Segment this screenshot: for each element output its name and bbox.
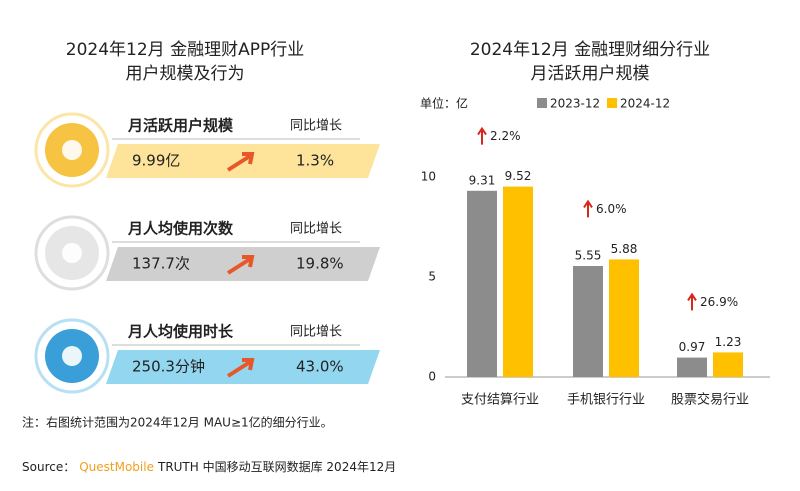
bar: [573, 266, 603, 377]
value-label: 5.88: [611, 242, 638, 256]
icon-glyph: [62, 140, 82, 160]
y-tick-label: 5: [428, 270, 436, 284]
growth-arrow: [583, 199, 593, 218]
left-title: 2024年12月 金融理财APP行业: [66, 40, 304, 60]
growth-annotation: 2.2%: [490, 129, 521, 143]
growth-label: 同比增长: [290, 119, 342, 134]
growth-label: 同比增长: [290, 325, 342, 340]
growth-label: 同比增长: [290, 222, 342, 237]
card-value: 9.99亿: [132, 152, 180, 170]
y-tick-label: 0: [428, 370, 436, 384]
legend-label: 2024-12: [620, 97, 670, 111]
bar: [467, 190, 497, 377]
value-label: 5.55: [575, 249, 602, 263]
value-label: 0.97: [679, 340, 706, 354]
growth-annotation: 26.9%: [700, 295, 738, 309]
note: 注：右图统计范围为2024年12月 MAU≥1亿的细分行业。: [22, 415, 333, 430]
icon-glyph: [62, 243, 82, 263]
trend-arrow: [226, 358, 255, 378]
card-label: 月人均使用次数: [127, 220, 234, 238]
legend-swatch: [607, 98, 617, 108]
unit-label: 单位：亿: [420, 96, 468, 111]
card-value: 250.3分钟: [132, 358, 205, 376]
x-tick-label: 支付结算行业: [461, 393, 539, 408]
card-growth: 43.0%: [296, 358, 344, 376]
value-label: 9.31: [469, 173, 496, 187]
left-subtitle: 用户规模及行为: [126, 64, 245, 84]
source-brand: QuestMobile: [79, 460, 154, 474]
growth-arrow: [687, 292, 697, 311]
legend-swatch: [537, 98, 547, 108]
x-tick-label: 手机银行行业: [567, 393, 645, 408]
chart-subtitle: 月活跃用户规模: [531, 64, 650, 84]
value-label: 1.23: [715, 335, 742, 349]
bar: [713, 352, 743, 377]
trend-arrow: [226, 152, 255, 172]
growth-annotation: 6.0%: [596, 202, 627, 216]
growth-arrow: [477, 126, 487, 145]
trend-arrow: [226, 255, 255, 275]
card-label: 月活跃用户规模: [127, 117, 234, 135]
bar: [609, 259, 639, 377]
icon-glyph: [62, 346, 82, 366]
chart-title: 2024年12月 金融理财细分行业: [470, 40, 710, 60]
value-label: 9.52: [505, 169, 532, 183]
y-tick-label: 10: [421, 170, 436, 184]
card-label: 月人均使用时长: [127, 323, 234, 341]
source-text: TRUTH 中国移动互联网数据库 2024年12月: [157, 459, 396, 474]
source: Source： QuestMobile TRUTH 中国移动互联网数据库 2024年…: [22, 459, 396, 474]
card-growth: 19.8%: [296, 255, 344, 273]
source-prefix: Source：: [22, 460, 75, 474]
bar: [503, 186, 533, 377]
card-growth: 1.3%: [296, 152, 334, 170]
legend-label: 2023-12: [550, 97, 600, 111]
card-value: 137.7次: [132, 255, 190, 273]
x-tick-label: 股票交易行业: [671, 392, 749, 408]
bar: [677, 357, 707, 377]
